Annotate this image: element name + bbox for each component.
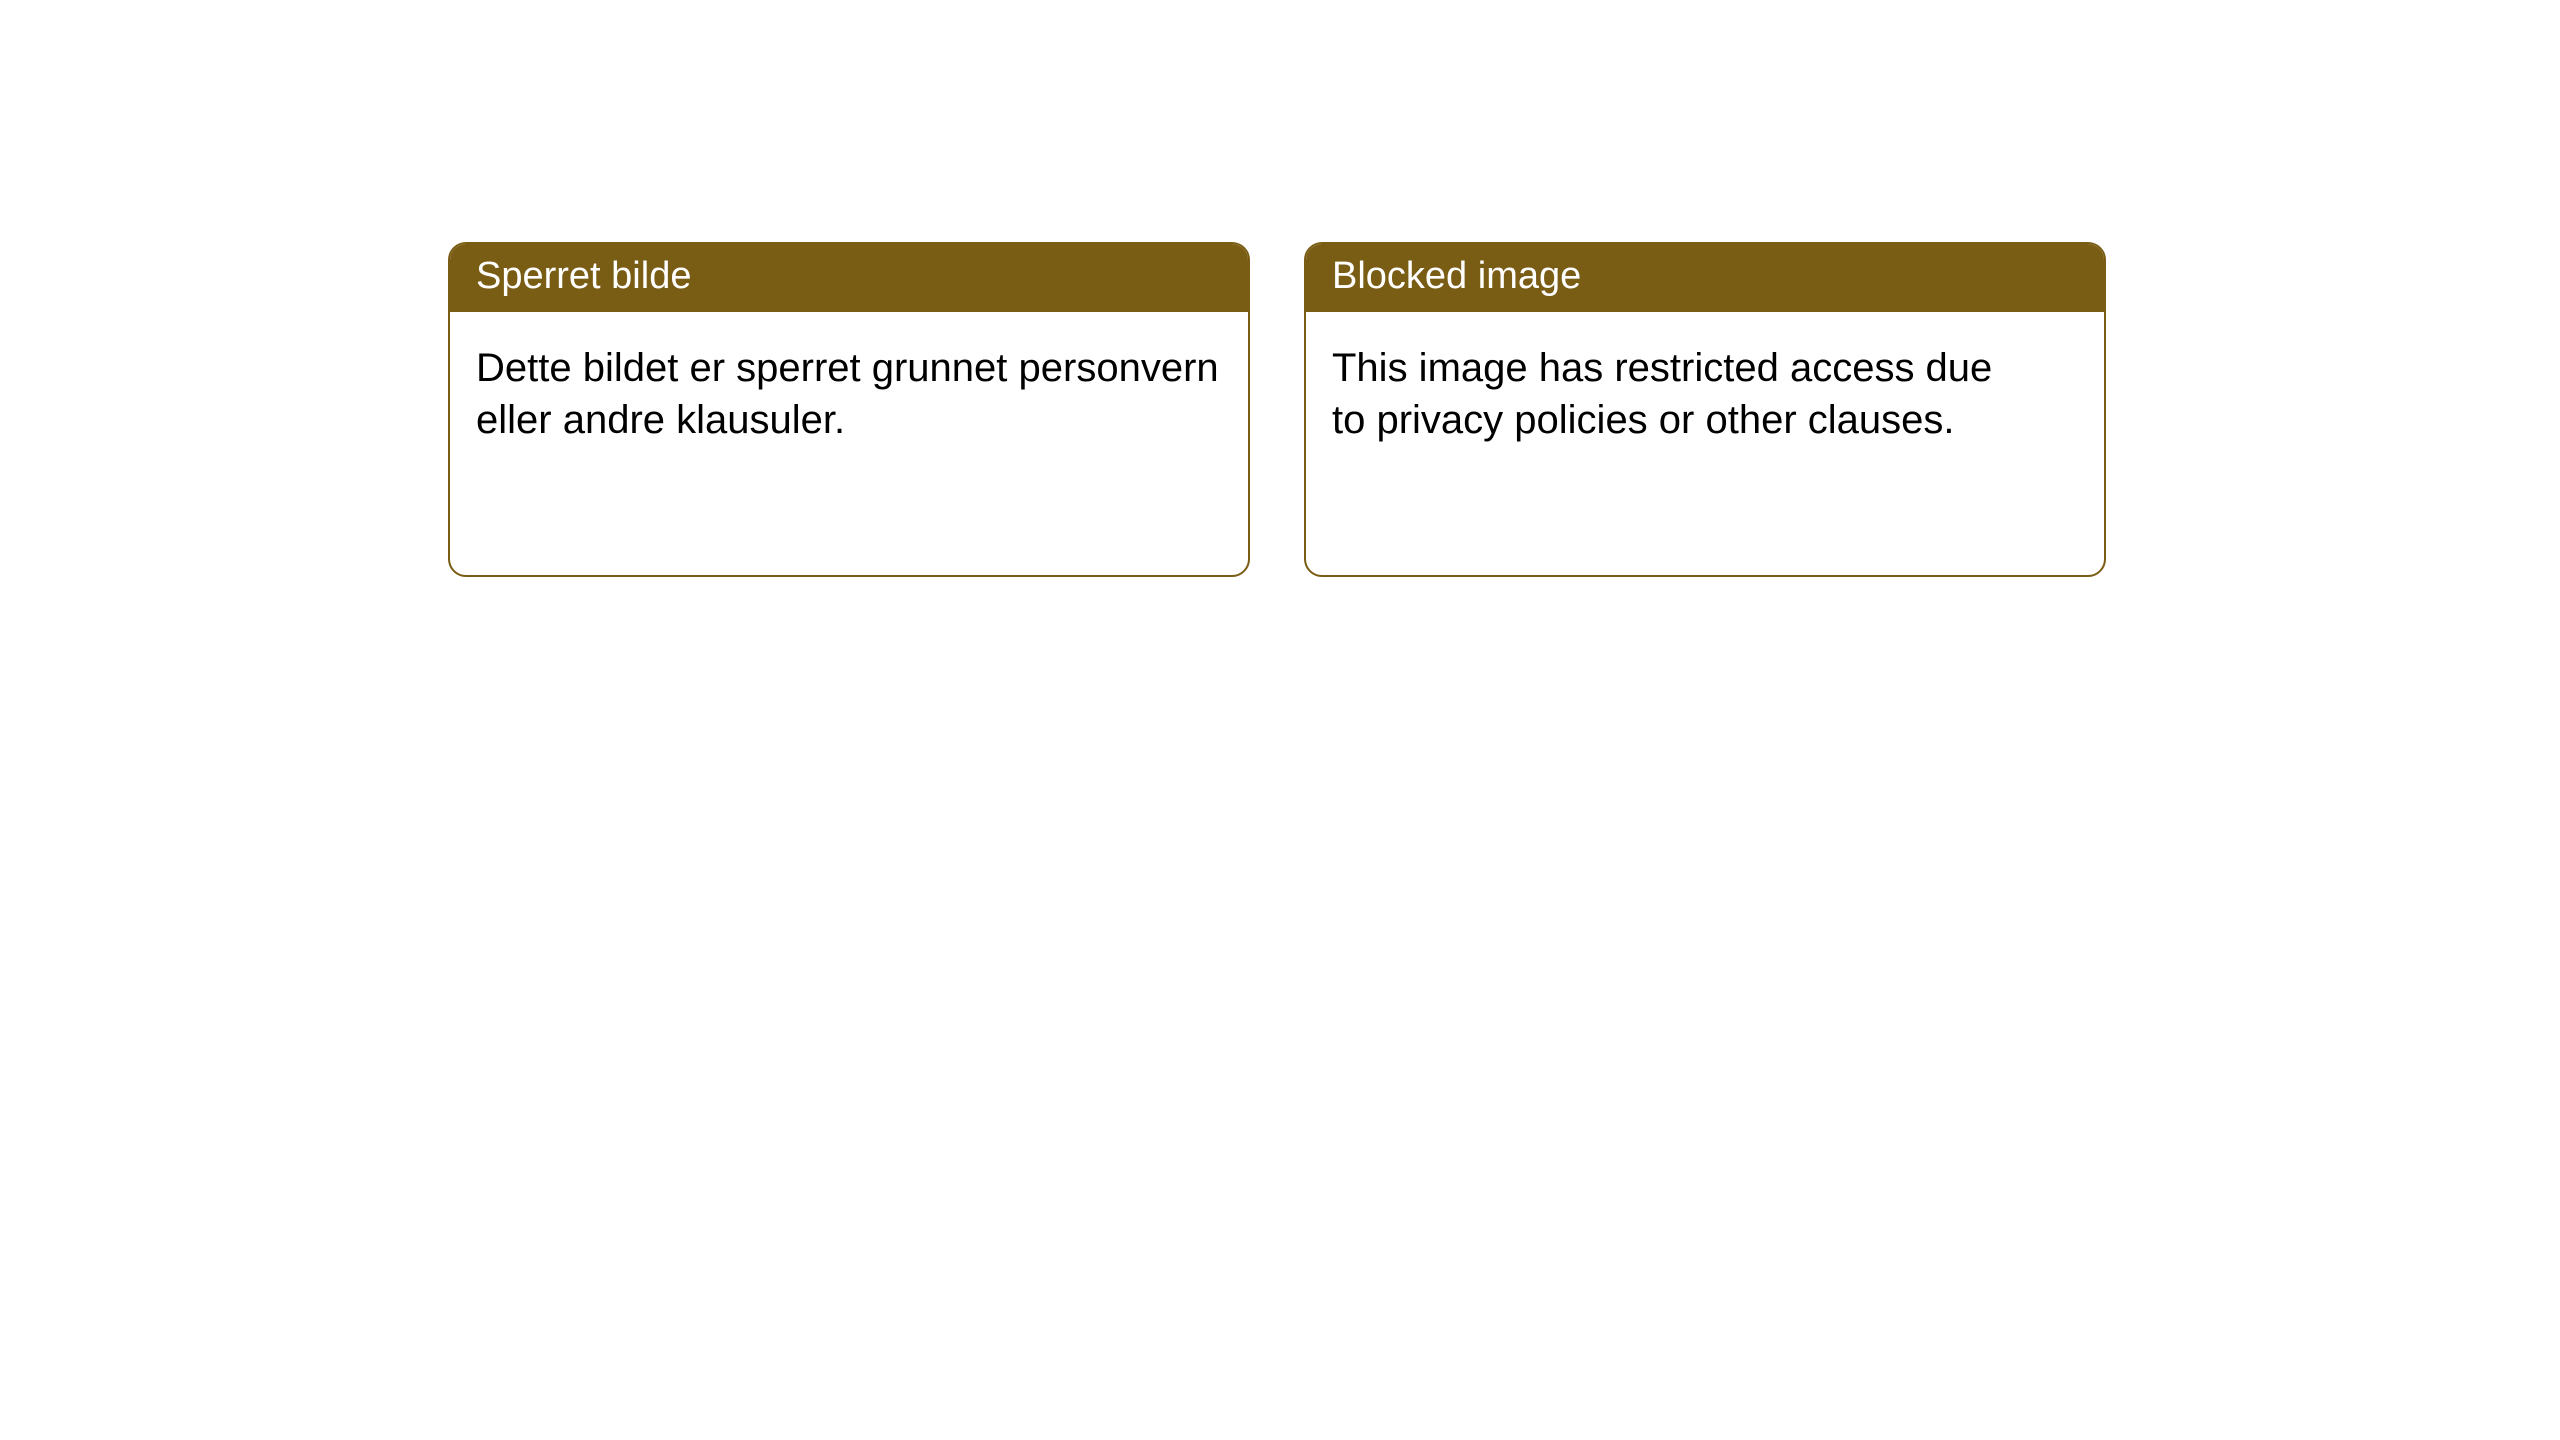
notice-cards-container: Sperret bilde Dette bildet er sperret gr… — [0, 0, 2560, 577]
card-header: Blocked image — [1306, 244, 2104, 312]
card-header: Sperret bilde — [450, 244, 1248, 312]
blocked-image-card-no: Sperret bilde Dette bildet er sperret gr… — [448, 242, 1250, 577]
card-message: This image has restricted access due to … — [1306, 312, 2104, 478]
blocked-image-card-en: Blocked image This image has restricted … — [1304, 242, 2106, 577]
card-message: Dette bildet er sperret grunnet personve… — [450, 312, 1248, 478]
